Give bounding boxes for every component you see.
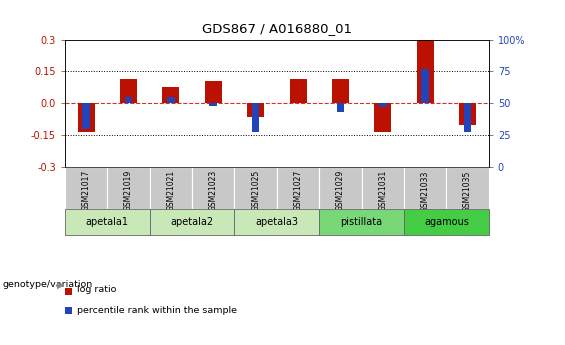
Bar	[446, 167, 489, 209]
Text: GSM21029: GSM21029	[336, 170, 345, 211]
Text: GSM21017: GSM21017	[82, 170, 90, 211]
Bar	[192, 167, 234, 209]
Text: log ratio: log ratio	[77, 285, 116, 294]
Bar	[417, 39, 434, 103]
Text: percentile rank within the sample: percentile rank within the sample	[77, 306, 237, 315]
Text: GDS867 / A016880_01: GDS867 / A016880_01	[202, 22, 352, 36]
Bar	[163, 87, 180, 103]
Bar	[82, 103, 90, 129]
Bar	[319, 209, 404, 235]
Text: apetala1: apetala1	[86, 217, 129, 227]
Text: GSM21025: GSM21025	[251, 170, 260, 211]
Bar	[404, 167, 446, 209]
Bar	[362, 167, 404, 209]
Bar	[319, 167, 362, 209]
Bar	[404, 209, 489, 235]
Text: genotype/variation: genotype/variation	[3, 280, 93, 289]
Bar	[247, 103, 264, 117]
Bar	[374, 103, 391, 132]
Text: pistillata: pistillata	[341, 217, 383, 227]
Bar	[252, 103, 259, 132]
Bar	[277, 167, 319, 209]
Text: GSM21019: GSM21019	[124, 170, 133, 211]
Bar	[234, 167, 277, 209]
Text: agamous: agamous	[424, 217, 469, 227]
Bar	[120, 79, 137, 103]
Text: GSM21033: GSM21033	[421, 170, 429, 211]
Bar	[234, 209, 319, 235]
Bar	[459, 103, 476, 126]
Text: GSM21031: GSM21031	[379, 170, 387, 211]
Text: GSM21021: GSM21021	[167, 170, 175, 211]
Bar	[332, 79, 349, 103]
Bar	[167, 97, 175, 103]
Text: apetala3: apetala3	[255, 217, 298, 227]
Bar	[150, 209, 234, 235]
Text: GSM21027: GSM21027	[294, 170, 302, 211]
Bar	[65, 209, 150, 235]
Bar	[464, 103, 471, 132]
Text: apetala2: apetala2	[171, 217, 214, 227]
Bar	[150, 167, 192, 209]
Bar	[289, 79, 306, 103]
Bar	[337, 103, 344, 112]
Bar	[65, 167, 107, 209]
Text: GSM21035: GSM21035	[463, 170, 472, 211]
Bar	[421, 69, 429, 103]
Bar	[107, 167, 150, 209]
Bar	[78, 103, 95, 132]
Text: ▶: ▶	[57, 280, 65, 289]
Text: GSM21023: GSM21023	[209, 170, 218, 211]
Bar	[210, 103, 217, 106]
Bar	[379, 103, 386, 107]
Bar	[125, 97, 132, 103]
Bar	[205, 81, 221, 103]
